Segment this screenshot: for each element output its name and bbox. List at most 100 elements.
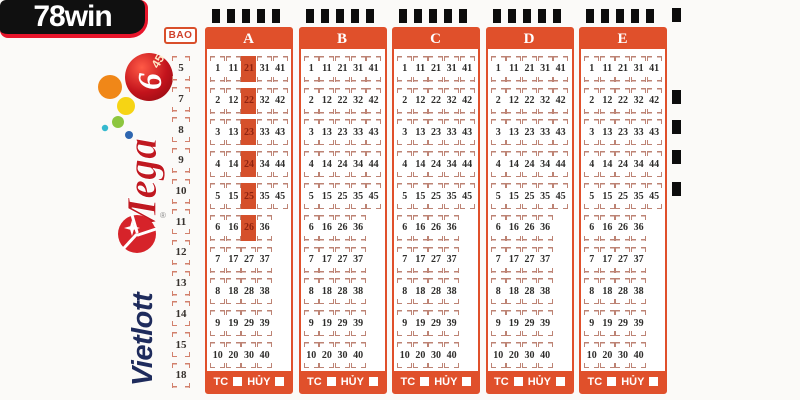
number-cell-E-25[interactable]: 25 — [615, 183, 631, 210]
number-cell-E-29[interactable]: 29 — [615, 310, 631, 337]
number-cell-B-9[interactable]: 9 — [303, 310, 319, 337]
number-cell-A-25[interactable]: 25 — [241, 183, 257, 210]
number-cell-B-43[interactable]: 43 — [366, 119, 382, 146]
number-cell-E-26[interactable]: 26 — [615, 214, 631, 241]
number-cell-E-1[interactable]: 1 — [584, 55, 600, 82]
number-cell-A-41[interactable]: 41 — [272, 55, 288, 82]
number-cell-C-45[interactable]: 45 — [459, 183, 475, 210]
number-cell-E-13[interactable]: 13 — [599, 119, 615, 146]
bao-cell-14[interactable]: 14 — [172, 301, 190, 327]
number-cell-D-34[interactable]: 34 — [537, 151, 553, 178]
number-cell-A-18[interactable]: 18 — [225, 278, 241, 305]
number-cell-B-12[interactable]: 12 — [319, 87, 335, 114]
tc-checkbox[interactable] — [326, 377, 336, 386]
number-cell-E-40[interactable]: 40 — [631, 342, 647, 369]
number-cell-C-14[interactable]: 14 — [412, 151, 428, 178]
number-cell-B-35[interactable]: 35 — [350, 183, 366, 210]
number-cell-C-1[interactable]: 1 — [397, 55, 413, 82]
number-cell-C-39[interactable]: 39 — [444, 310, 460, 337]
number-cell-C-7[interactable]: 7 — [397, 246, 413, 273]
huy-checkbox[interactable] — [649, 377, 659, 386]
bao-cell-15[interactable]: 15 — [172, 332, 190, 358]
number-cell-B-19[interactable]: 19 — [319, 310, 335, 337]
number-cell-D-19[interactable]: 19 — [506, 310, 522, 337]
number-cell-A-39[interactable]: 39 — [257, 310, 273, 337]
number-cell-B-37[interactable]: 37 — [350, 246, 366, 273]
number-cell-B-40[interactable]: 40 — [350, 342, 366, 369]
number-cell-B-11[interactable]: 11 — [319, 55, 335, 82]
number-cell-D-22[interactable]: 22 — [521, 87, 537, 114]
number-cell-D-29[interactable]: 29 — [521, 310, 537, 337]
bao-cell-8[interactable]: 8 — [172, 117, 190, 143]
number-cell-D-5[interactable]: 5 — [490, 183, 506, 210]
bao-cell-7[interactable]: 7 — [172, 86, 190, 112]
number-cell-A-26[interactable]: 26 — [241, 214, 257, 241]
huy-checkbox[interactable] — [275, 377, 285, 386]
number-cell-B-8[interactable]: 8 — [303, 278, 319, 305]
number-cell-A-22[interactable]: 22 — [241, 87, 257, 114]
bao-cell-13[interactable]: 13 — [172, 270, 190, 296]
number-cell-B-28[interactable]: 28 — [334, 278, 350, 305]
number-cell-E-39[interactable]: 39 — [631, 310, 647, 337]
number-cell-E-35[interactable]: 35 — [631, 183, 647, 210]
number-cell-D-24[interactable]: 24 — [521, 151, 537, 178]
number-cell-A-23[interactable]: 23 — [241, 119, 257, 146]
number-cell-C-25[interactable]: 25 — [428, 183, 444, 210]
number-cell-D-21[interactable]: 21 — [521, 55, 537, 82]
number-cell-C-9[interactable]: 9 — [397, 310, 413, 337]
bao-cell-12[interactable]: 12 — [172, 239, 190, 265]
number-cell-B-22[interactable]: 22 — [334, 87, 350, 114]
number-cell-D-9[interactable]: 9 — [490, 310, 506, 337]
number-cell-B-15[interactable]: 15 — [319, 183, 335, 210]
number-cell-C-37[interactable]: 37 — [444, 246, 460, 273]
number-cell-C-22[interactable]: 22 — [428, 87, 444, 114]
number-cell-B-23[interactable]: 23 — [334, 119, 350, 146]
number-cell-E-44[interactable]: 44 — [646, 151, 662, 178]
number-cell-B-17[interactable]: 17 — [319, 246, 335, 273]
number-cell-D-37[interactable]: 37 — [537, 246, 553, 273]
number-cell-C-38[interactable]: 38 — [444, 278, 460, 305]
number-cell-E-38[interactable]: 38 — [631, 278, 647, 305]
number-cell-C-41[interactable]: 41 — [459, 55, 475, 82]
number-cell-E-14[interactable]: 14 — [599, 151, 615, 178]
number-cell-E-18[interactable]: 18 — [599, 278, 615, 305]
number-cell-A-45[interactable]: 45 — [272, 183, 288, 210]
number-cell-A-27[interactable]: 27 — [241, 246, 257, 273]
bao-cell-10[interactable]: 10 — [172, 178, 190, 204]
number-cell-E-9[interactable]: 9 — [584, 310, 600, 337]
number-cell-C-2[interactable]: 2 — [397, 87, 413, 114]
tc-checkbox[interactable] — [607, 377, 617, 386]
number-cell-E-28[interactable]: 28 — [615, 278, 631, 305]
number-cell-C-13[interactable]: 13 — [412, 119, 428, 146]
number-cell-E-11[interactable]: 11 — [599, 55, 615, 82]
number-cell-E-3[interactable]: 3 — [584, 119, 600, 146]
number-cell-A-35[interactable]: 35 — [257, 183, 273, 210]
number-cell-D-14[interactable]: 14 — [506, 151, 522, 178]
number-cell-D-35[interactable]: 35 — [537, 183, 553, 210]
number-cell-D-28[interactable]: 28 — [521, 278, 537, 305]
number-cell-D-18[interactable]: 18 — [506, 278, 522, 305]
number-cell-D-41[interactable]: 41 — [553, 55, 569, 82]
number-cell-D-31[interactable]: 31 — [537, 55, 553, 82]
number-cell-E-31[interactable]: 31 — [631, 55, 647, 82]
number-cell-A-28[interactable]: 28 — [241, 278, 257, 305]
number-cell-B-7[interactable]: 7 — [303, 246, 319, 273]
number-cell-A-6[interactable]: 6 — [210, 214, 226, 241]
number-cell-A-34[interactable]: 34 — [257, 151, 273, 178]
number-cell-E-36[interactable]: 36 — [631, 214, 647, 241]
number-cell-B-27[interactable]: 27 — [334, 246, 350, 273]
number-cell-A-42[interactable]: 42 — [272, 87, 288, 114]
number-cell-A-40[interactable]: 40 — [257, 342, 273, 369]
number-cell-C-30[interactable]: 30 — [428, 342, 444, 369]
number-cell-B-41[interactable]: 41 — [366, 55, 382, 82]
number-cell-A-13[interactable]: 13 — [225, 119, 241, 146]
number-cell-A-3[interactable]: 3 — [210, 119, 226, 146]
number-cell-B-21[interactable]: 21 — [334, 55, 350, 82]
number-cell-E-30[interactable]: 30 — [615, 342, 631, 369]
number-cell-D-40[interactable]: 40 — [537, 342, 553, 369]
number-cell-E-5[interactable]: 5 — [584, 183, 600, 210]
number-cell-A-29[interactable]: 29 — [241, 310, 257, 337]
number-cell-C-20[interactable]: 20 — [412, 342, 428, 369]
number-cell-E-45[interactable]: 45 — [646, 183, 662, 210]
number-cell-C-26[interactable]: 26 — [428, 214, 444, 241]
